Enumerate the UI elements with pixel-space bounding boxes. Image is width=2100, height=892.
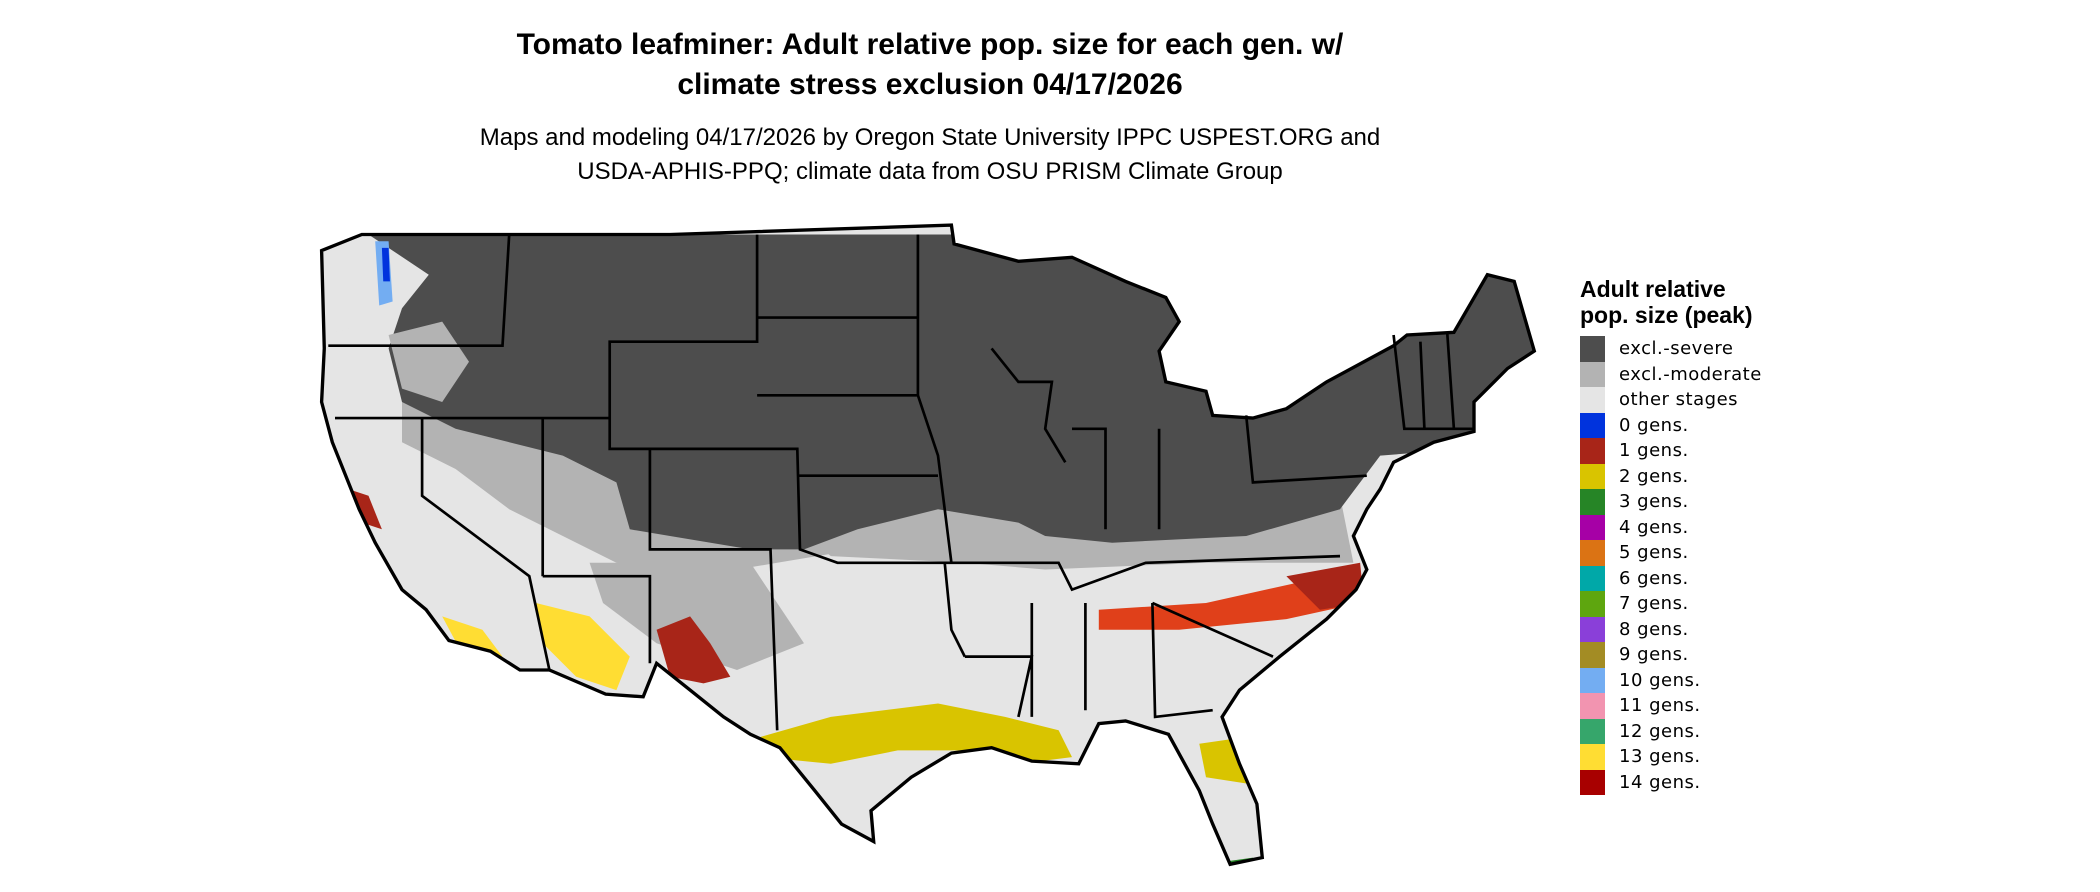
region-13-gens-az xyxy=(536,603,630,691)
legend-swatch xyxy=(1580,336,1605,362)
legend-item: 9 gens. xyxy=(1580,642,1780,668)
legend-item: 7 gens. xyxy=(1580,591,1780,617)
legend-swatch xyxy=(1580,667,1605,693)
region-coast-other xyxy=(324,243,376,335)
map-fill-regions xyxy=(321,225,1535,865)
legend-item: 6 gens. xyxy=(1580,565,1780,591)
legend-label: 13 gens. xyxy=(1619,746,1701,768)
legend-swatch xyxy=(1580,438,1605,464)
legend-item: excl.-severe xyxy=(1580,336,1780,362)
legend-item: 13 gens. xyxy=(1580,744,1780,770)
legend-swatch xyxy=(1580,361,1605,387)
state-borders xyxy=(328,234,1475,731)
legend-label: 0 gens. xyxy=(1619,414,1689,436)
legend-swatch xyxy=(1580,693,1605,719)
legend-swatch xyxy=(1580,514,1605,540)
legend-label: 11 gens. xyxy=(1619,695,1701,717)
legend-label: 9 gens. xyxy=(1619,644,1689,666)
region-1-gens-nc xyxy=(1286,562,1365,610)
map-subtitle-line-2: USDA-APHIS-PPQ; climate data from OSU PR… xyxy=(577,158,1283,185)
legend-label: 8 gens. xyxy=(1619,618,1689,640)
legend-swatch xyxy=(1580,769,1605,795)
legend-label: 3 gens. xyxy=(1619,491,1689,513)
region-2-gens-fl xyxy=(1199,737,1249,784)
legend-swatch xyxy=(1580,540,1605,566)
legend-item: 12 gens. xyxy=(1580,718,1780,744)
map-title-line-2: climate stress exclusion 04/17/2026 xyxy=(677,68,1183,101)
legend-swatch xyxy=(1580,565,1605,591)
legend-label: 14 gens. xyxy=(1619,771,1701,793)
legend-label: 4 gens. xyxy=(1619,516,1689,538)
legend-item: 3 gens. xyxy=(1580,489,1780,515)
region-1-gens-nm xyxy=(656,616,731,684)
legend-swatch xyxy=(1580,463,1605,489)
legend-item: 0 gens. xyxy=(1580,412,1780,438)
legend-swatch xyxy=(1580,489,1605,515)
legend-item: 14 gens. xyxy=(1580,769,1780,795)
legend-item: 8 gens. xyxy=(1580,616,1780,642)
legend: Adult relative pop. size (peak) excl.-se… xyxy=(1580,276,1780,795)
legend-label: other stages xyxy=(1619,389,1739,411)
legend-label: 10 gens. xyxy=(1619,669,1701,691)
legend-label: 12 gens. xyxy=(1619,720,1701,742)
legend-item: other stages xyxy=(1580,387,1780,413)
legend-label: excl.-moderate xyxy=(1619,363,1762,385)
legend-swatch xyxy=(1580,718,1605,744)
legend-title: Adult relative pop. size (peak) xyxy=(1580,276,1753,328)
map-subtitle-line-1: Maps and modeling 04/17/2026 by Oregon S… xyxy=(479,124,1381,151)
legend-item: 4 gens. xyxy=(1580,514,1780,540)
legend-item: 5 gens. xyxy=(1580,540,1780,566)
region-excl-moderate-southwest xyxy=(589,562,804,670)
legend-swatch xyxy=(1580,642,1605,668)
legend-swatch xyxy=(1580,412,1605,438)
legend-item: 11 gens. xyxy=(1580,693,1780,719)
map-title-line-1: Tomato leafminer: Adult relative pop. si… xyxy=(516,28,1344,61)
legend-swatch xyxy=(1580,616,1605,642)
legend-swatch xyxy=(1580,591,1605,617)
legend-swatch xyxy=(1580,744,1605,770)
legend-item: 10 gens. xyxy=(1580,667,1780,693)
legend-swatch xyxy=(1580,387,1605,413)
legend-item: 1 gens. xyxy=(1580,438,1780,464)
region-0-gens xyxy=(381,247,390,282)
legend-label: excl.-severe xyxy=(1619,338,1734,360)
legend-label: 1 gens. xyxy=(1619,440,1689,462)
region-13-gens-ca xyxy=(442,616,503,657)
legend-label: 7 gens. xyxy=(1619,593,1689,615)
legend-label: 2 gens. xyxy=(1619,465,1689,487)
legend-label: 5 gens. xyxy=(1619,542,1689,564)
legend-item: 2 gens. xyxy=(1580,463,1780,489)
region-excl-moderate-northwest xyxy=(388,321,469,402)
legend-label: 6 gens. xyxy=(1619,567,1689,589)
legend-item: excl.-moderate xyxy=(1580,361,1780,387)
